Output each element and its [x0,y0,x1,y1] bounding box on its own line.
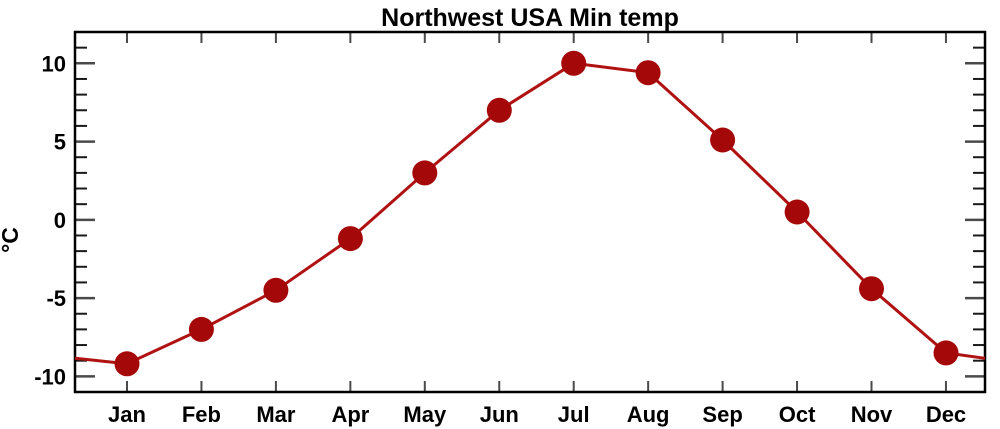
x-tick-label: Aug [627,402,670,427]
temperature-line [74,61,986,366]
x-tick-label: Nov [851,402,893,427]
data-point-markers [114,50,959,377]
x-tick-label: Jan [108,402,146,427]
data-point-marker [486,97,512,123]
y-tick-label: 10 [42,51,66,76]
data-point-marker [263,277,289,303]
y-axis-tick-labels: 10 5 0 -5 -10 [34,51,66,389]
plot-border [73,30,987,394]
x-tick-label: Mar [256,402,296,427]
x-tick-label: Dec [926,402,966,427]
data-point-marker [412,160,438,186]
x-tick-label: May [403,402,447,427]
chart-title: Northwest USA Min temp [381,4,679,32]
y-tick-label: -10 [34,364,66,389]
y-tick-label: -5 [46,286,66,311]
x-tick-label: Apr [331,402,369,427]
y-tick-label: 0 [54,208,66,233]
y-axis-label: °C [0,227,23,253]
x-tick-label: Sep [702,402,742,427]
data-point-marker [635,60,661,86]
data-point-marker [337,226,363,252]
data-point-marker [188,316,214,342]
data-point-marker [561,50,587,76]
data-point-marker [114,351,140,377]
x-axis-tick-labels: Jan Feb Mar Apr May Jun Jul Aug Sep Oct Nov Dec [108,402,966,427]
data-point-marker [859,276,884,302]
x-tick-label: Jun [480,402,519,427]
data-point-marker [784,199,810,225]
y-tick-label: 5 [54,130,66,155]
x-tick-label: Feb [182,402,221,427]
x-tick-label: Oct [779,402,816,427]
data-point-marker [933,340,959,366]
x-tick-label: Jul [558,402,590,427]
data-point-marker [710,127,736,153]
axis-ticks [76,33,984,391]
